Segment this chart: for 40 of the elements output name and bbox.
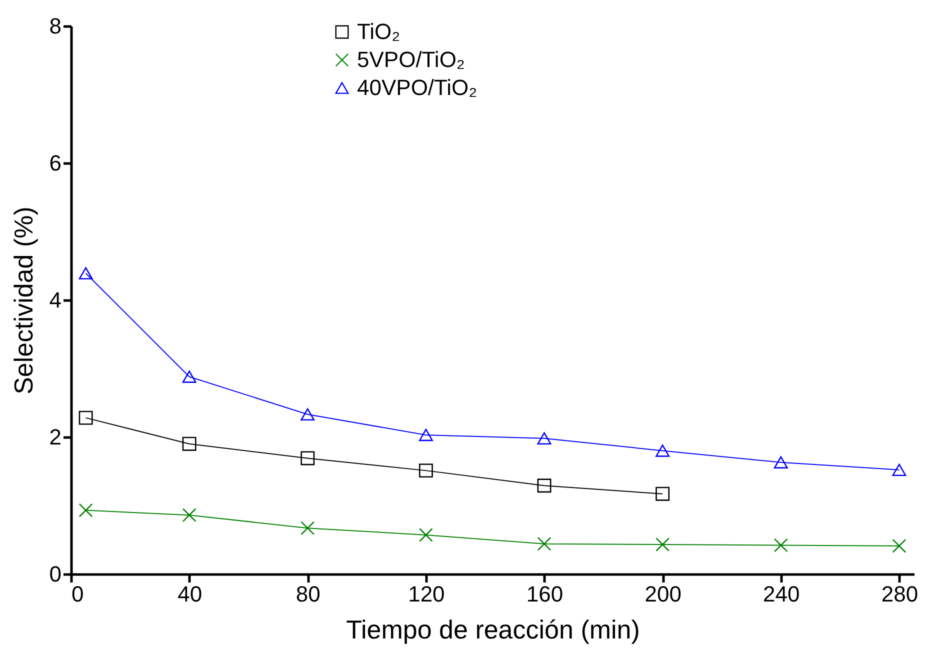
legend-label: 40VPO/TiO₂ [357, 75, 478, 100]
y-axis-title: Selectividad (%) [8, 206, 38, 394]
x-tick-label: 40 [178, 582, 202, 606]
point [774, 538, 788, 552]
point [182, 508, 196, 522]
x-tick-label: 280 [881, 582, 918, 606]
x-tick-label: 120 [408, 582, 445, 606]
x-tick-label: 0 [72, 582, 84, 606]
x-axis-title: Tiempo de reacción (min) [346, 614, 640, 644]
point [300, 451, 315, 466]
point [78, 410, 93, 425]
x-tick-label: 80 [296, 582, 320, 606]
point [78, 503, 93, 518]
x-tick-label: 160 [526, 582, 564, 606]
y-tick-label: 6 [49, 150, 62, 176]
point [300, 521, 315, 536]
point [656, 486, 670, 501]
point [537, 536, 552, 551]
point [300, 408, 315, 421]
point [418, 464, 433, 478]
point [537, 478, 552, 493]
y-tick-label: 0 [49, 562, 62, 586]
point [182, 436, 196, 451]
y-tick-label: 8 [49, 14, 62, 38]
point [892, 464, 906, 476]
point [774, 456, 788, 468]
x-tick-label: 240 [763, 582, 800, 606]
legend-label: TiO₂ [357, 19, 400, 44]
point [418, 528, 433, 542]
point [418, 428, 433, 442]
point [656, 444, 670, 457]
point [537, 432, 552, 444]
point [78, 267, 93, 280]
point [892, 538, 906, 553]
point [656, 538, 670, 552]
x-tick-label: 200 [644, 582, 682, 606]
point [182, 370, 196, 383]
legend-label: 5VPO/TiO₂ [357, 47, 465, 72]
y-tick-label: 2 [49, 424, 62, 450]
y-tick-label: 4 [49, 288, 62, 312]
